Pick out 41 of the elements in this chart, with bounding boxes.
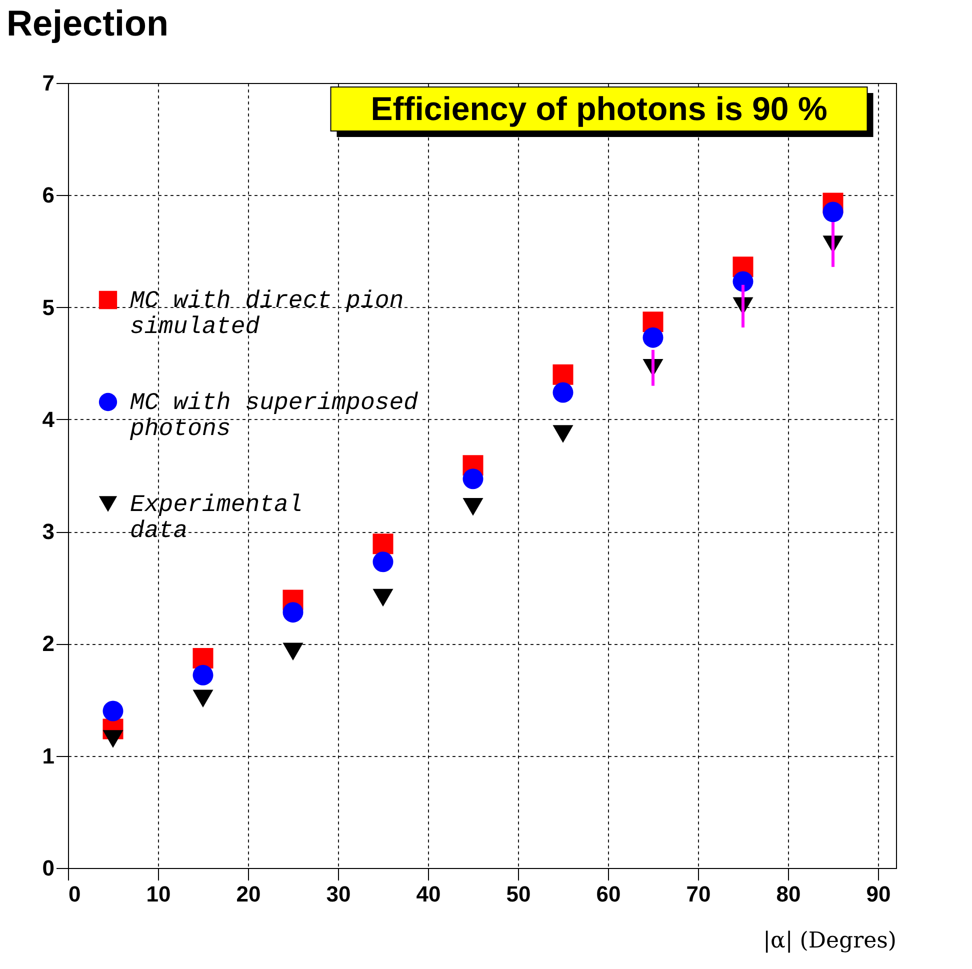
y-tick-label: 0 (42, 856, 54, 880)
x-tick-label: 70 (686, 882, 711, 906)
point (462, 468, 484, 490)
y-tick-label: 5 (42, 294, 54, 320)
x-tick-label: 10 (146, 882, 171, 906)
x-tick-label: 60 (596, 882, 621, 906)
x-tick-label: 0 (68, 882, 81, 906)
y-tick-label: 3 (42, 519, 54, 544)
y-tick-label: 2 (42, 631, 54, 656)
point (822, 202, 844, 222)
legend-label: MC with direct pion simulated (130, 288, 404, 341)
point (282, 602, 304, 623)
x-tick-label: 80 (776, 882, 801, 906)
chart-title: Efficiency of photons is 90 % (370, 90, 828, 127)
y-tick-label: 6 (42, 182, 54, 208)
point (552, 382, 574, 403)
point (462, 498, 484, 516)
y-axis-title: Rejection (6, 2, 169, 44)
point (372, 552, 394, 572)
x-tick-label: 20 (236, 882, 261, 906)
y-tick-label: 1 (42, 743, 54, 768)
legend-label: Experimental data (130, 492, 303, 545)
point (192, 690, 214, 708)
y-tick-label: 4 (42, 406, 56, 432)
point (642, 327, 664, 348)
point (102, 730, 124, 748)
x-axis-title: |α| (Degres) (763, 928, 896, 954)
x-tick-label: 40 (416, 882, 441, 906)
point (372, 534, 394, 554)
x-tick-label: 50 (506, 882, 531, 906)
x-tick-label: 90 (866, 882, 891, 906)
point (372, 588, 394, 607)
point (102, 700, 124, 722)
point (282, 642, 304, 660)
point (552, 364, 574, 385)
point (192, 664, 214, 686)
y-tick-label: 7 (42, 70, 54, 96)
point (732, 271, 754, 292)
point (552, 425, 574, 443)
legend-label: MC with superimposed photons (129, 390, 419, 443)
x-tick-label: 30 (326, 882, 351, 906)
